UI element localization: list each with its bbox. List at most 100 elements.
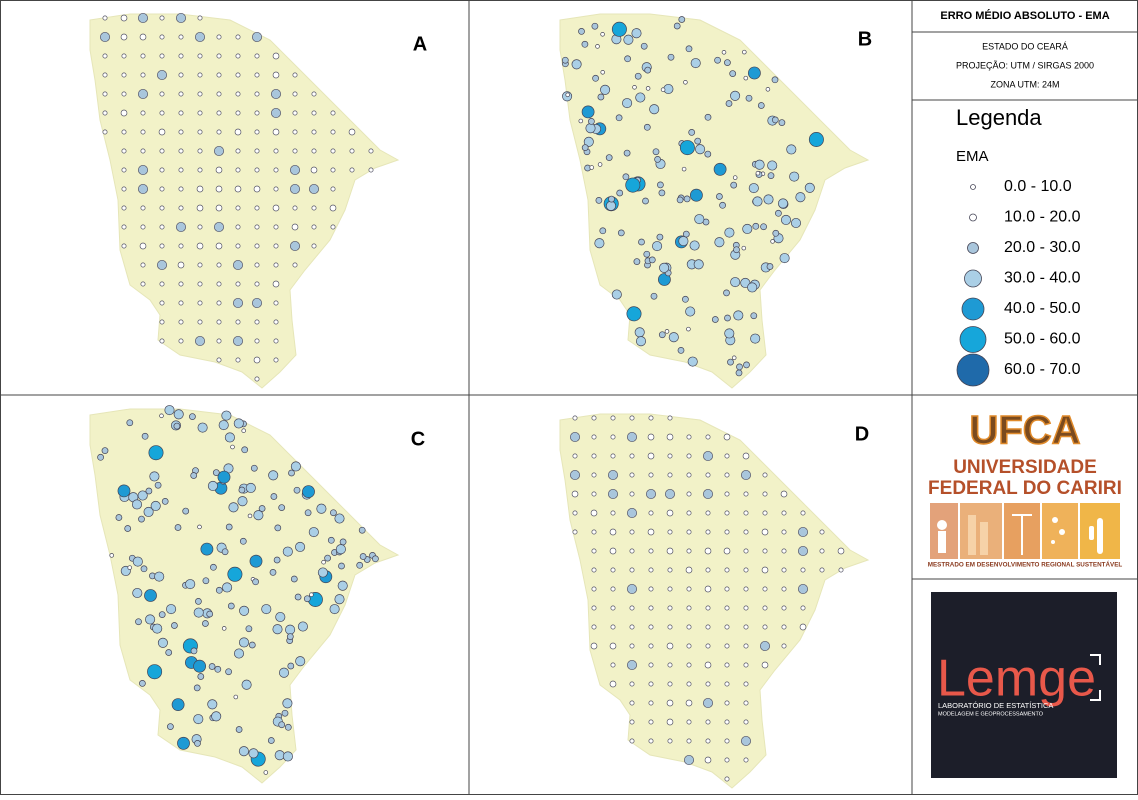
station bbox=[194, 740, 201, 747]
station bbox=[254, 129, 260, 135]
station bbox=[762, 586, 768, 592]
station bbox=[173, 409, 184, 420]
station bbox=[274, 750, 285, 761]
station bbox=[645, 488, 657, 500]
station bbox=[730, 90, 741, 101]
station bbox=[648, 256, 656, 264]
station bbox=[337, 580, 348, 591]
station bbox=[591, 624, 597, 630]
legend-label: 50.0 - 60.0 bbox=[1004, 331, 1081, 348]
station bbox=[648, 738, 654, 744]
station bbox=[714, 237, 725, 248]
station bbox=[295, 541, 306, 552]
station bbox=[686, 738, 692, 744]
station bbox=[145, 487, 153, 495]
station bbox=[254, 148, 260, 154]
station bbox=[159, 413, 164, 419]
station bbox=[190, 647, 198, 655]
station bbox=[781, 586, 787, 592]
station bbox=[647, 433, 655, 441]
station bbox=[629, 643, 635, 649]
station bbox=[289, 240, 301, 252]
station bbox=[206, 610, 214, 618]
station bbox=[175, 221, 187, 233]
station bbox=[232, 335, 244, 347]
station bbox=[282, 751, 293, 762]
station bbox=[666, 699, 674, 707]
station bbox=[273, 148, 279, 154]
station bbox=[667, 567, 673, 573]
station bbox=[705, 624, 711, 630]
station bbox=[743, 681, 749, 687]
station bbox=[159, 148, 165, 154]
station bbox=[154, 481, 162, 489]
station bbox=[147, 664, 163, 680]
station bbox=[743, 624, 749, 630]
station bbox=[261, 604, 272, 615]
station bbox=[251, 297, 263, 309]
station bbox=[254, 319, 260, 325]
station bbox=[668, 332, 679, 343]
station bbox=[743, 510, 749, 516]
station bbox=[629, 472, 635, 478]
station bbox=[178, 72, 184, 78]
station bbox=[140, 53, 146, 59]
station bbox=[287, 662, 295, 670]
station bbox=[808, 132, 824, 148]
station bbox=[194, 31, 206, 43]
station bbox=[623, 34, 634, 45]
station bbox=[634, 327, 645, 338]
station bbox=[245, 482, 256, 493]
station bbox=[254, 338, 260, 344]
station bbox=[140, 224, 146, 230]
station bbox=[197, 262, 203, 268]
station bbox=[724, 757, 730, 763]
station bbox=[683, 754, 695, 766]
station bbox=[311, 243, 317, 249]
station bbox=[572, 453, 578, 459]
station bbox=[741, 245, 747, 251]
station bbox=[159, 338, 165, 344]
station bbox=[719, 201, 726, 209]
station bbox=[642, 197, 649, 205]
station bbox=[330, 129, 336, 135]
station bbox=[733, 246, 740, 254]
station bbox=[253, 185, 261, 193]
station bbox=[221, 626, 227, 631]
station bbox=[311, 148, 317, 154]
station bbox=[368, 148, 374, 154]
station bbox=[196, 242, 204, 250]
station bbox=[175, 12, 187, 24]
station bbox=[572, 529, 578, 535]
station bbox=[254, 53, 260, 59]
station bbox=[795, 192, 806, 203]
station bbox=[727, 358, 734, 366]
station bbox=[216, 262, 222, 268]
legend-title: Legenda bbox=[956, 105, 1042, 130]
station bbox=[292, 129, 298, 135]
station bbox=[178, 300, 184, 306]
station bbox=[724, 624, 730, 630]
station bbox=[597, 93, 605, 101]
station bbox=[235, 34, 241, 40]
station bbox=[202, 620, 209, 627]
station bbox=[138, 515, 145, 523]
station bbox=[778, 119, 786, 126]
station bbox=[819, 548, 825, 554]
station bbox=[295, 656, 306, 667]
station bbox=[645, 86, 651, 91]
station bbox=[178, 319, 184, 325]
station bbox=[666, 547, 674, 555]
station bbox=[239, 537, 247, 545]
station bbox=[235, 91, 241, 97]
station bbox=[216, 91, 222, 97]
station bbox=[121, 129, 127, 135]
state: ESTADO DO CEARÁ bbox=[982, 41, 1068, 51]
station bbox=[159, 15, 165, 21]
station bbox=[197, 319, 203, 325]
station bbox=[177, 736, 190, 750]
state-shape bbox=[559, 413, 870, 789]
station bbox=[197, 91, 203, 97]
station bbox=[278, 667, 290, 678]
station bbox=[740, 735, 752, 747]
